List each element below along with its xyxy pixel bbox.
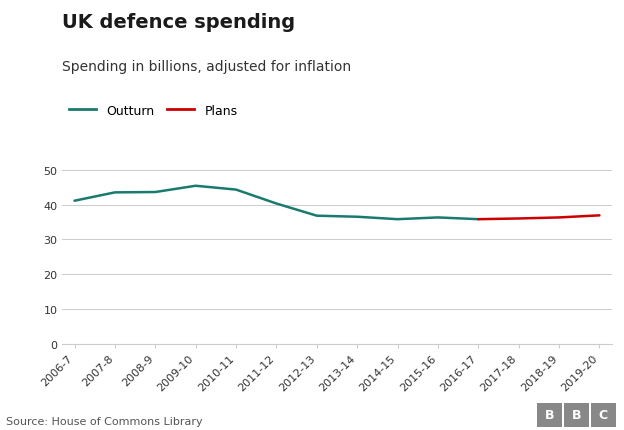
Text: B: B	[545, 408, 555, 421]
Text: Source: House of Commons Library: Source: House of Commons Library	[6, 416, 203, 426]
Legend: Outturn, Plans: Outturn, Plans	[69, 104, 237, 117]
Text: Spending in billions, adjusted for inflation: Spending in billions, adjusted for infla…	[62, 60, 351, 74]
Text: B: B	[572, 408, 582, 421]
Text: UK defence spending: UK defence spending	[62, 13, 296, 32]
Text: C: C	[599, 408, 608, 421]
